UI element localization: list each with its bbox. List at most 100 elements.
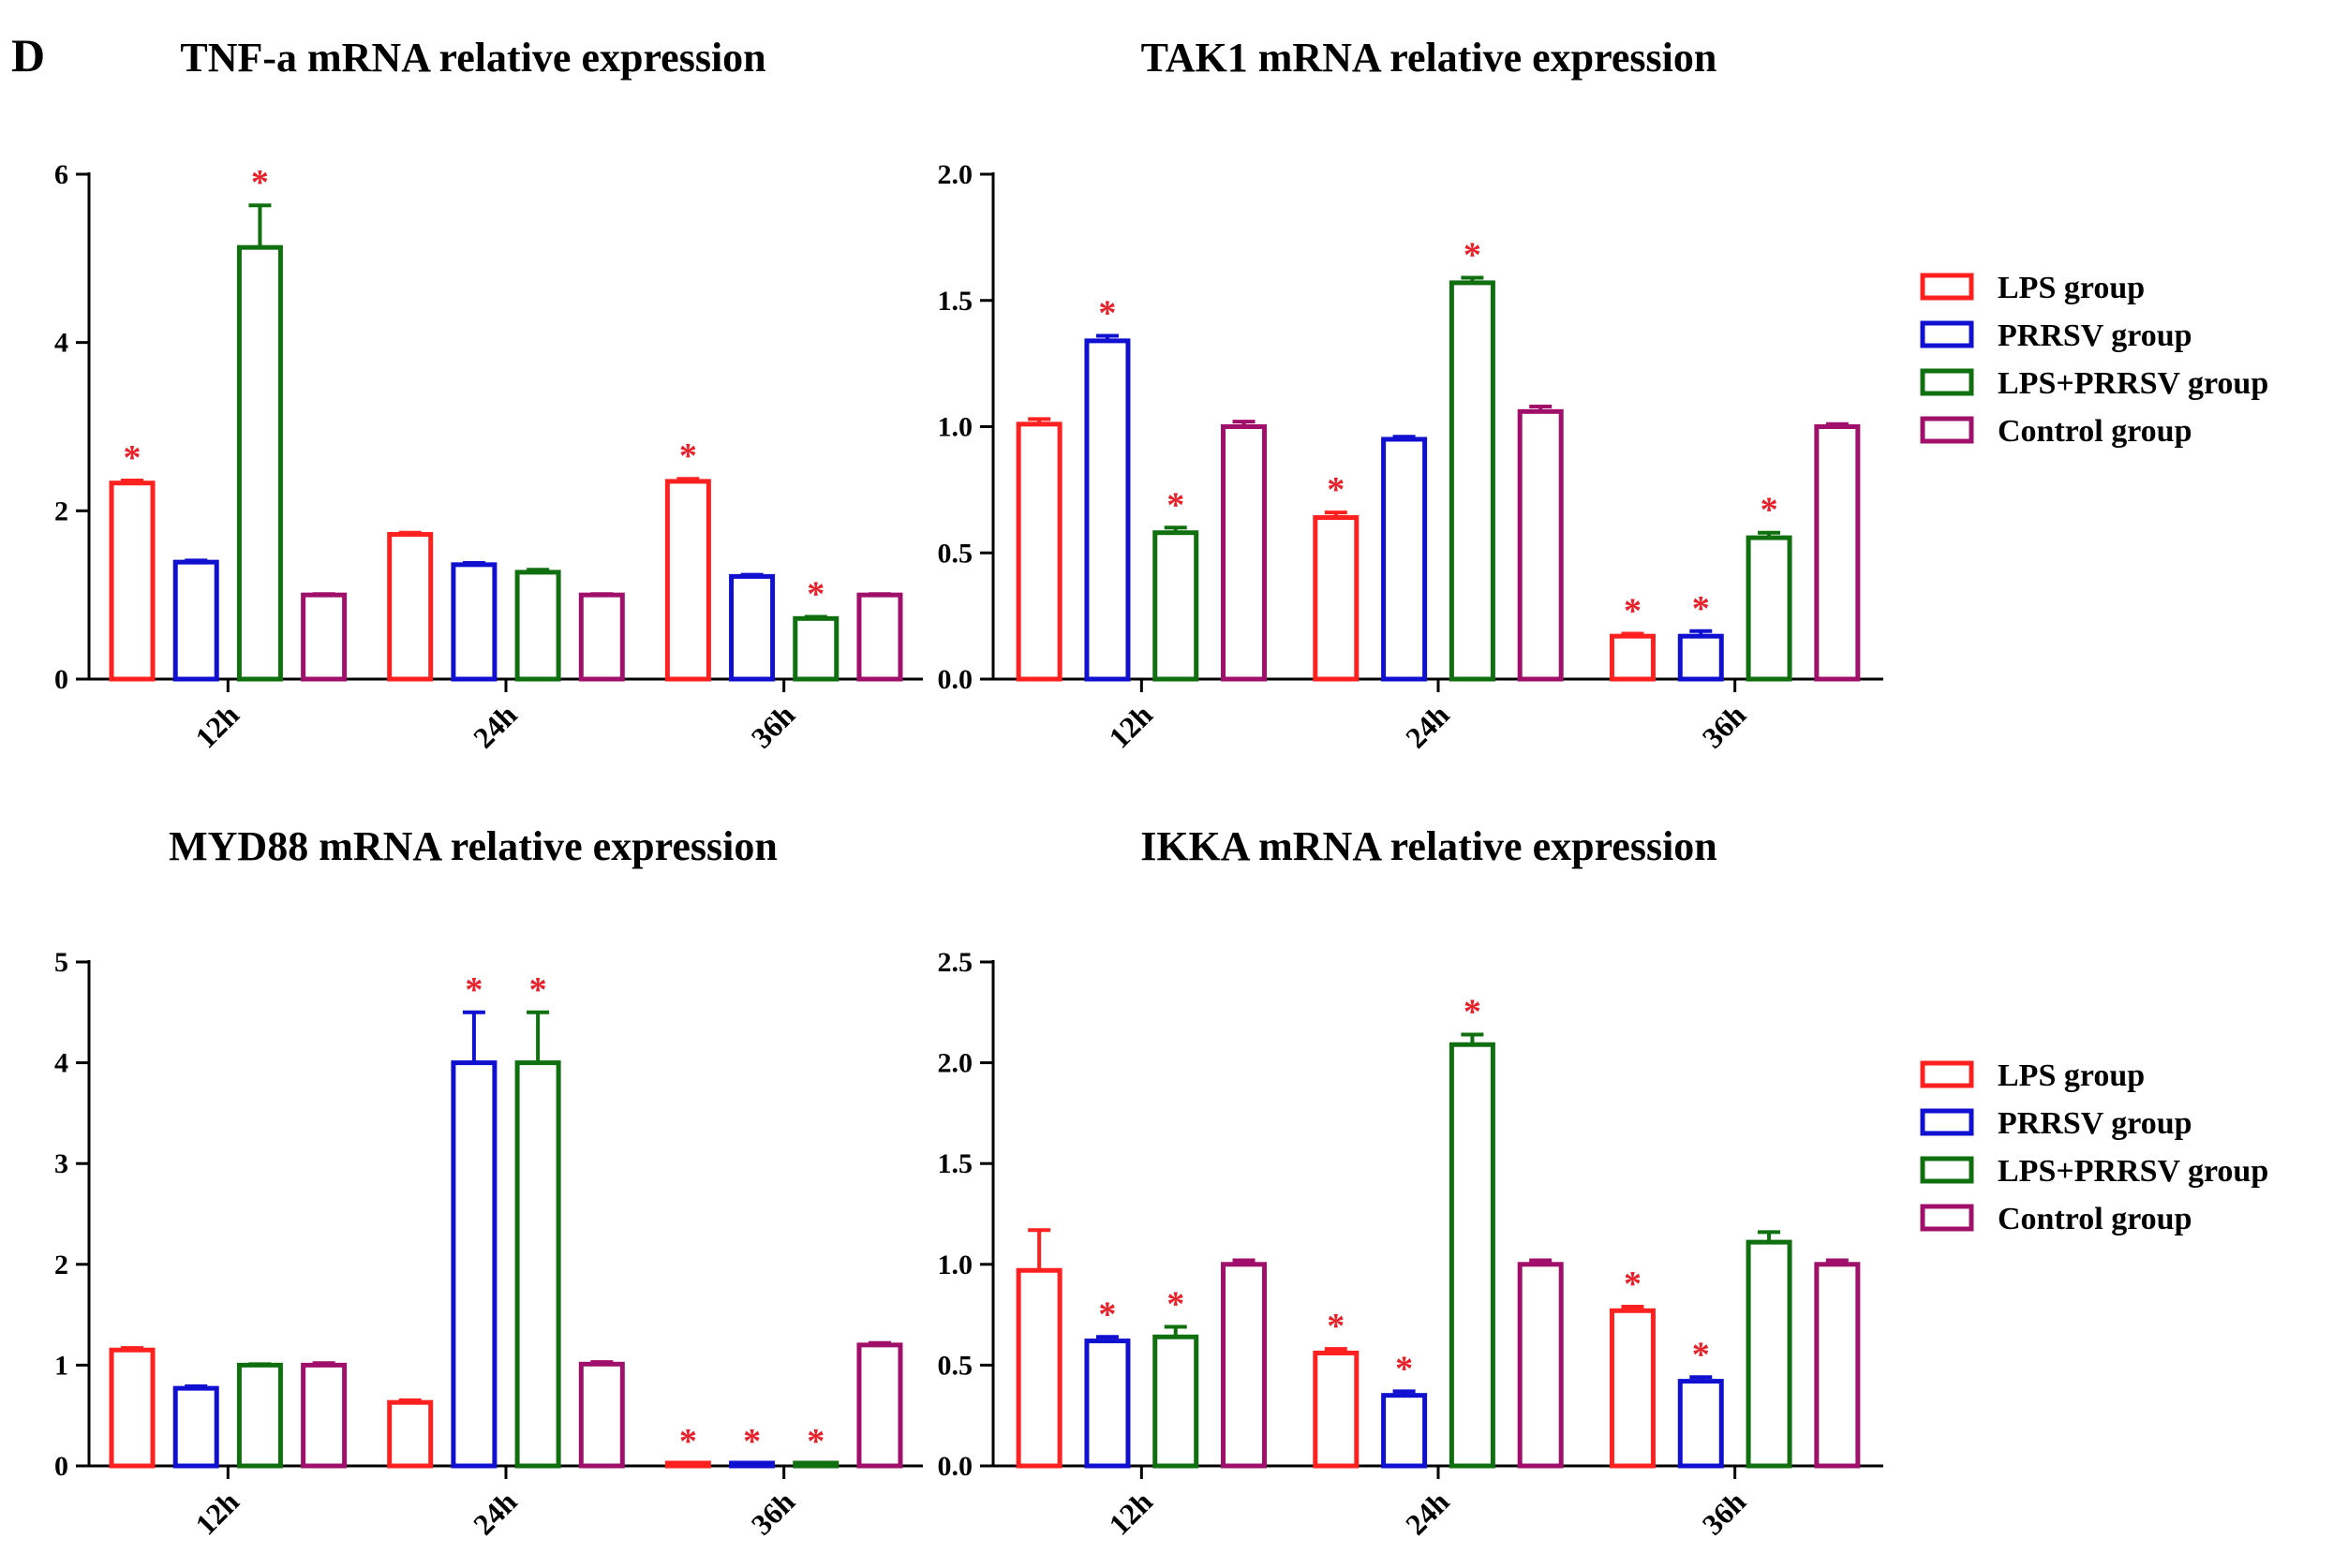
bar	[1313, 515, 1360, 682]
x-tick-label: 24h	[467, 1485, 524, 1542]
y-tick-label: 1.5	[938, 286, 973, 317]
bar	[729, 1460, 776, 1469]
y-tick-label: 2	[54, 1250, 68, 1280]
bar	[1746, 535, 1792, 682]
y-tick-label: 4	[54, 1048, 68, 1079]
significance-star: *	[1395, 1349, 1413, 1388]
bar	[1609, 633, 1656, 682]
chart-3: MYD88 mRNA relative expression 0 1 2 3 4 5 12h 2…	[54, 823, 923, 1542]
x-tick-label: 12h	[1102, 1485, 1159, 1542]
legend-2: LPS group PRRSV group LPS+PRRSV group Contr…	[1920, 1058, 2268, 1236]
legend-label: LPS+PRRSV group	[1998, 1154, 2268, 1189]
y-tick-label: 1	[54, 1350, 68, 1381]
x-tick-label: 36h	[745, 698, 802, 755]
bar	[301, 1362, 348, 1469]
bar	[664, 479, 711, 682]
legend-label: LPS group	[1998, 271, 2145, 305]
significance-star: *	[1166, 485, 1184, 525]
y-tick-label: 1.0	[938, 412, 973, 443]
y-tick-label: 4	[54, 328, 68, 359]
legend-swatch	[1920, 1156, 1974, 1184]
y-tick-label: 2.0	[938, 1048, 973, 1079]
y-tick-label: 2	[54, 496, 68, 526]
y-tick-label: 0	[54, 664, 68, 695]
bar	[1449, 1042, 1495, 1469]
x-tick-label: 36h	[1696, 698, 1753, 755]
x-tick-label: 24h	[1399, 1485, 1456, 1542]
chart-title: MYD88 mRNA relative expression	[169, 823, 778, 869]
significance-star: *	[1327, 470, 1345, 510]
x-tick-label: 12h	[1102, 698, 1159, 755]
bar	[1016, 1267, 1062, 1469]
bar	[578, 1361, 625, 1469]
y-tick-label: 0.0	[938, 1451, 973, 1482]
bar	[729, 573, 776, 682]
bar	[1381, 436, 1428, 682]
bar	[1814, 1262, 1861, 1469]
chart-title: TAK1 mRNA relative expression	[1141, 35, 1717, 81]
significance-star: *	[679, 1422, 697, 1461]
bar	[236, 244, 283, 682]
bar	[1313, 1350, 1360, 1469]
bar	[1746, 1239, 1792, 1469]
x-tick-label: 36h	[1696, 1485, 1753, 1542]
bar	[1016, 422, 1062, 682]
bar	[578, 592, 625, 682]
significance-star: *	[807, 1422, 825, 1461]
legend-1: LPS group PRRSV group LPS+PRRSV group Contr…	[1920, 271, 2268, 449]
bar	[856, 1342, 903, 1469]
significance-star: *	[1098, 293, 1116, 333]
bar	[451, 562, 498, 682]
bar	[664, 1460, 711, 1469]
y-tick-label: 1.0	[938, 1250, 973, 1280]
legend-label: PRRSV group	[1998, 1106, 2192, 1141]
legends-layer: LPS group PRRSV group LPS+PRRSV group Contr…	[1920, 271, 2268, 1236]
chart-2: TAK1 mRNA relative expression 0.0 0.5 1.0 1.…	[938, 35, 1883, 755]
bar	[514, 1060, 561, 1469]
significance-star: *	[1692, 589, 1710, 629]
bar	[172, 559, 219, 682]
bar	[514, 570, 561, 682]
legend-swatch	[1920, 416, 1974, 444]
bar	[109, 1347, 156, 1469]
x-tick-label: 24h	[467, 698, 524, 755]
significance-star: *	[1327, 1307, 1345, 1346]
y-tick-label: 1.5	[938, 1148, 973, 1179]
bar	[1517, 1262, 1564, 1469]
chart-title: TNF-a mRNA relative expression	[180, 35, 765, 81]
bar	[1814, 424, 1861, 682]
chart-4: IKKA mRNA relative expression 0.0 0.5 1.0 1.…	[938, 823, 1883, 1542]
legend-swatch	[1920, 320, 1974, 348]
bar	[387, 531, 434, 682]
significance-star: *	[251, 163, 269, 202]
x-tick-label: 12h	[188, 698, 245, 755]
y-tick-label: 0.5	[938, 538, 973, 569]
bar	[236, 1362, 283, 1469]
bar	[301, 592, 348, 682]
bar	[1221, 1262, 1268, 1469]
legend-swatch	[1920, 368, 1974, 396]
legend-label: Control group	[1998, 414, 2192, 449]
bar	[1517, 408, 1564, 682]
bar	[793, 1460, 840, 1469]
legend-label: LPS+PRRSV group	[1998, 366, 2268, 401]
significance-star: *	[743, 1422, 761, 1461]
legend-swatch	[1920, 1060, 1974, 1088]
significance-star: *	[529, 970, 547, 1010]
charts-layer: TNF-a mRNA relative expression 0 2 4 6 12h * * 2…	[54, 35, 1883, 1542]
legend-swatch	[1920, 273, 1974, 301]
significance-star: *	[1624, 591, 1642, 630]
bar	[1152, 530, 1199, 682]
bar	[1449, 280, 1495, 682]
bar	[793, 615, 840, 682]
legend-swatch	[1920, 1108, 1974, 1136]
bar	[1677, 633, 1724, 682]
legend-label: Control group	[1998, 1202, 2192, 1236]
significance-star: *	[1098, 1294, 1116, 1334]
legend-swatch	[1920, 1204, 1974, 1232]
bar	[1084, 1339, 1131, 1469]
x-tick-label: 36h	[745, 1485, 802, 1542]
bar	[1609, 1308, 1656, 1469]
significance-star: *	[807, 575, 825, 614]
significance-star: *	[124, 438, 141, 478]
